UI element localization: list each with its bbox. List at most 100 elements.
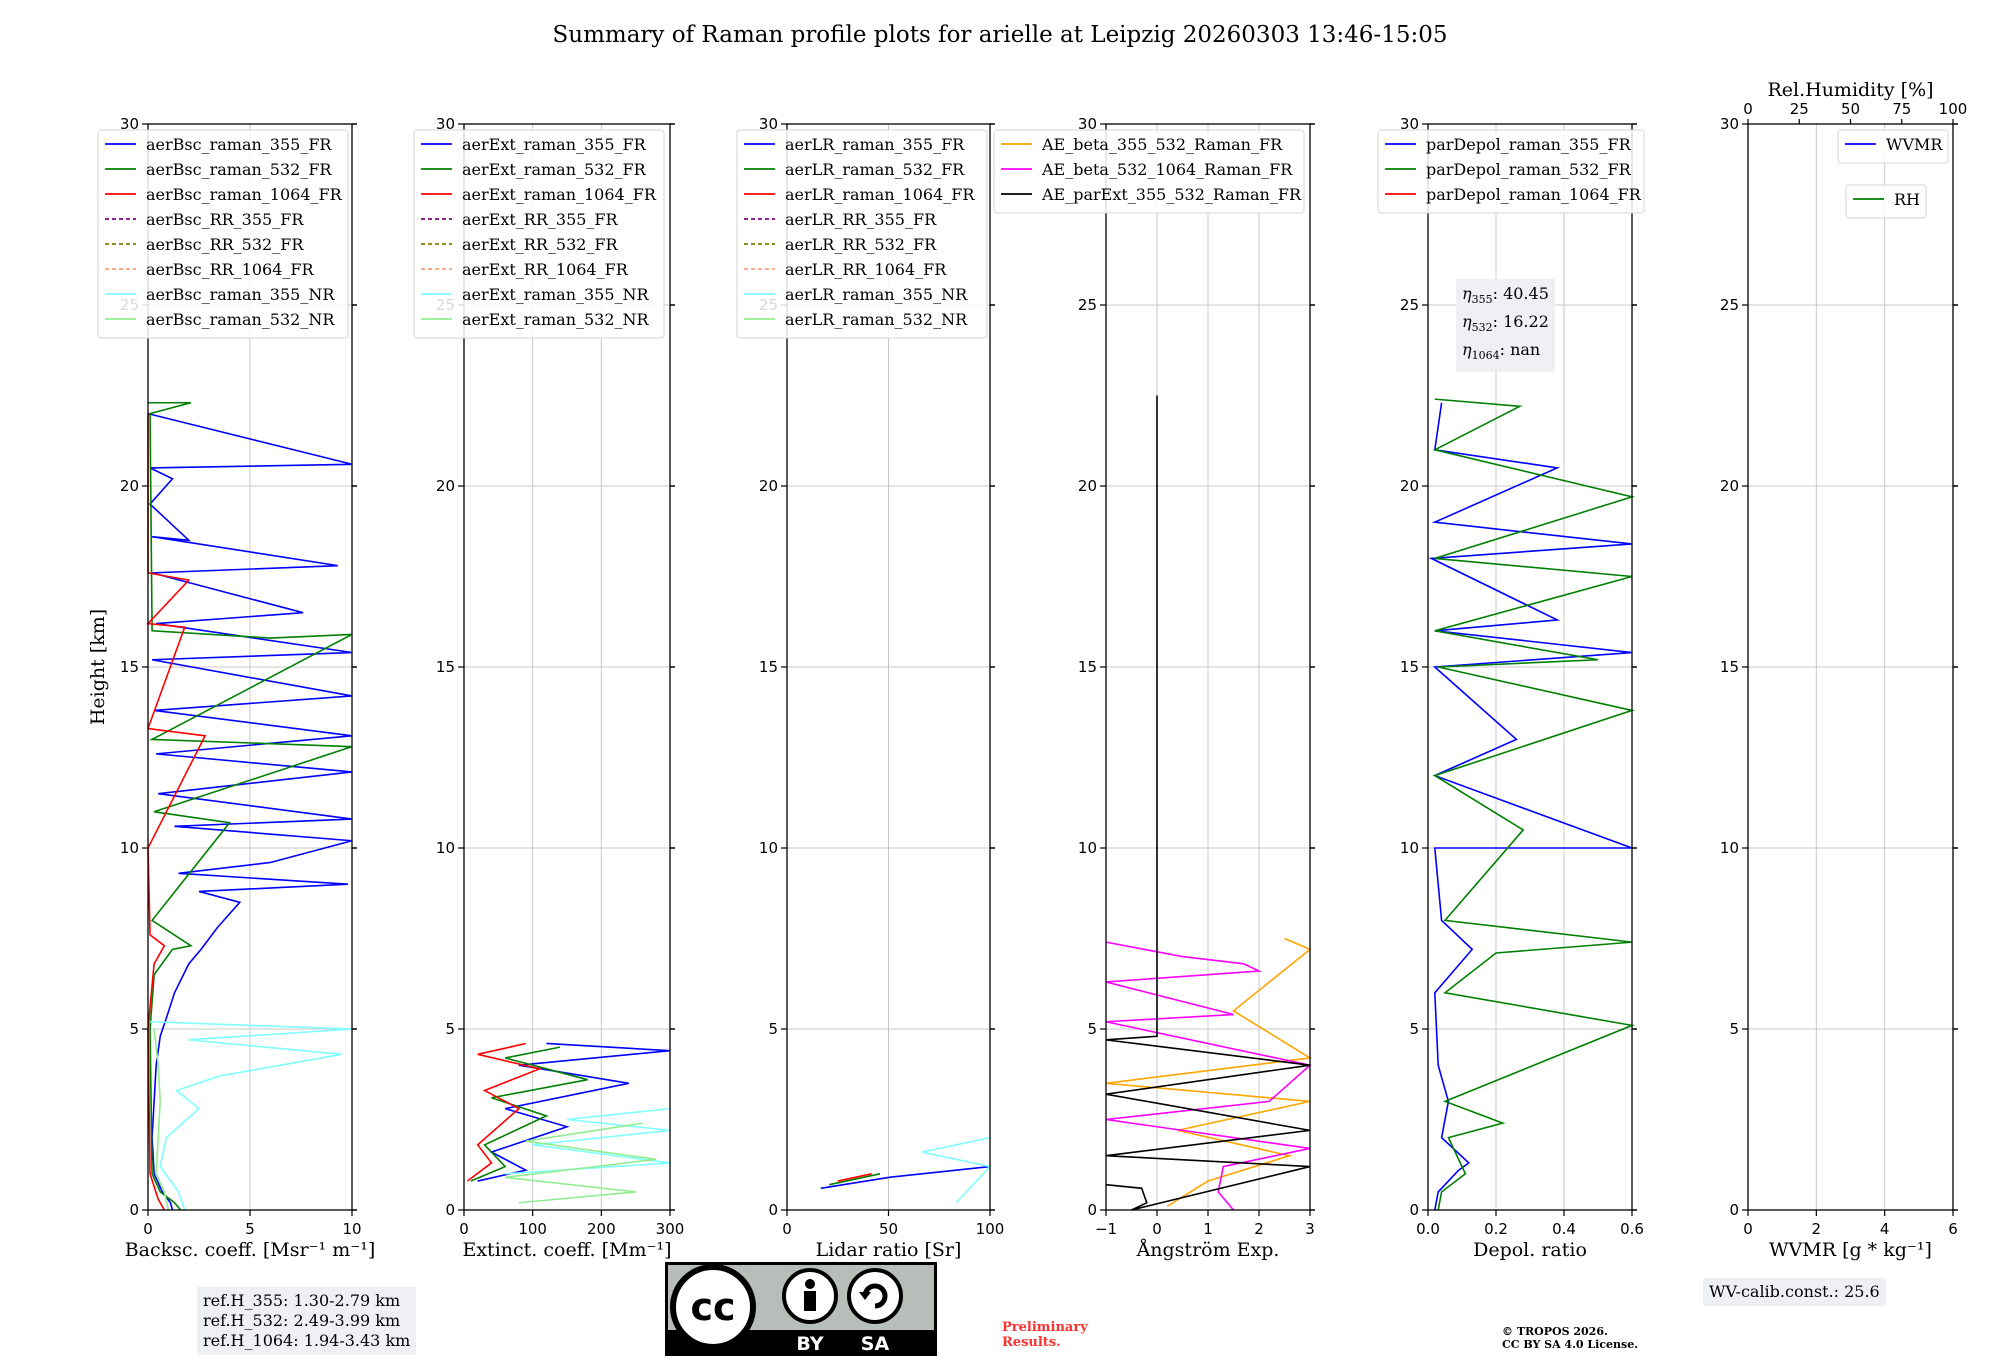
x-tick-label: 10 <box>342 1220 361 1238</box>
panel-angstrom: −10123051015202530Ångström Exp.AE_beta_3… <box>994 115 1315 1261</box>
y-tick-label: 15 <box>759 658 778 676</box>
legend-wvmr: WVMR <box>1838 130 1948 163</box>
y-tick-label: 20 <box>436 477 455 495</box>
x-tick-label: −1 <box>1095 1220 1117 1238</box>
y-tick-label: 0 <box>445 1201 455 1219</box>
legend-label: AE_beta_355_532_Raman_FR <box>1041 135 1283 154</box>
y-tick-label: 15 <box>120 658 139 676</box>
legend-label: aerExt_RR_1064_FR <box>462 260 629 279</box>
ref-height-1064: ref.H_1064: 1.94-3.43 km <box>203 1331 410 1351</box>
wv-calib-box: WV-calib.const.: 25.6 <box>1703 1278 1886 1306</box>
y-tick-label: 15 <box>436 658 455 676</box>
y-tick-label: 15 <box>1078 658 1097 676</box>
y-tick-label: 20 <box>759 477 778 495</box>
y-axis-label: Height [km] <box>87 609 109 725</box>
series-aerBsc_raman_355_NR <box>150 1022 352 1210</box>
legend-label: RH <box>1894 190 1920 209</box>
x-axis-label: Extinct. coeff. [Mm⁻¹] <box>462 1239 671 1261</box>
legend-backscatter: aerBsc_raman_355_FRaerBsc_raman_532_FRae… <box>98 130 348 338</box>
legend-angstrom: AE_beta_355_532_Raman_FRAE_beta_532_1064… <box>994 130 1304 213</box>
ref-height-355: ref.H_355: 1.30-2.79 km <box>203 1291 410 1311</box>
x-tick-label: 0.0 <box>1416 1220 1440 1238</box>
legend-label: aerLR_raman_355_NR <box>785 285 968 304</box>
ref-height-532: ref.H_532: 2.49-3.99 km <box>203 1311 410 1331</box>
eta-355: η355: 40.45 <box>1462 283 1549 311</box>
eta-1064: η1064: nan <box>1462 339 1549 367</box>
y-tick-label: 0 <box>1729 1201 1739 1219</box>
x-tick-label: 6 <box>1948 1220 1958 1238</box>
series-aerExt_raman_532_NR <box>505 1123 656 1203</box>
y-tick-label: 5 <box>768 1020 778 1038</box>
legend-extinction: aerExt_raman_355_FRaerExt_raman_532_FRae… <box>414 130 664 338</box>
legend-label: aerBsc_raman_532_FR <box>146 160 332 179</box>
legend-label: aerExt_raman_532_NR <box>462 310 650 329</box>
x-axis-label: Lidar ratio [Sr] <box>816 1239 962 1261</box>
series-aerLR_raman_355_FR <box>821 1167 990 1189</box>
x-axis-label: Ångström Exp. <box>1136 1239 1280 1261</box>
x-tick-label: 0 <box>1743 1220 1753 1238</box>
legend-lidar_ratio: aerLR_raman_355_FRaerLR_raman_532_FRaerL… <box>737 130 987 338</box>
y-tick-label: 30 <box>1720 115 1739 133</box>
figure-title: Summary of Raman profile plots for ariel… <box>553 22 1448 48</box>
sa-share-icon <box>849 1270 901 1322</box>
legend-depol: parDepol_raman_355_FRparDepol_raman_532_… <box>1378 130 1644 213</box>
x-axis-label: Depol. ratio <box>1473 1239 1587 1261</box>
x-tick-label: 4 <box>1880 1220 1890 1238</box>
legend-label: parDepol_raman_355_FR <box>1426 135 1632 154</box>
legend-label: aerLR_RR_355_FR <box>785 210 937 229</box>
y-tick-label: 5 <box>129 1020 139 1038</box>
y-tick-label: 10 <box>1078 839 1097 857</box>
wv-calib-const: WV-calib.const.: 25.6 <box>1709 1282 1880 1302</box>
legend-label: aerLR_raman_532_FR <box>785 160 965 179</box>
top-x-tick-label: 0 <box>1743 100 1753 118</box>
y-tick-label: 5 <box>445 1020 455 1038</box>
preliminary-note: Preliminary Results. <box>1002 1320 1088 1350</box>
y-tick-label: 10 <box>759 839 778 857</box>
x-tick-label: 0.2 <box>1484 1220 1508 1238</box>
legend-label: aerBsc_raman_1064_FR <box>146 185 343 204</box>
legend-label: aerBsc_raman_355_NR <box>146 285 335 304</box>
legend-label: aerLR_RR_532_FR <box>785 235 937 254</box>
legend-label: aerExt_RR_355_FR <box>462 210 619 229</box>
top-x-tick-label: 100 <box>1939 100 1968 118</box>
top-x-axis-label: Rel.Humidity [%] <box>1767 79 1933 101</box>
legend-label: aerLR_raman_1064_FR <box>785 185 975 204</box>
x-tick-label: 300 <box>656 1220 685 1238</box>
top-x-tick-label: 50 <box>1841 100 1860 118</box>
legend-label: aerExt_raman_355_NR <box>462 285 650 304</box>
figure: Summary of Raman profile plots for ariel… <box>0 0 2000 1360</box>
y-tick-label: 25 <box>1720 296 1739 314</box>
legend-label: AE_parExt_355_532_Raman_FR <box>1041 185 1302 204</box>
x-tick-label: 5 <box>245 1220 255 1238</box>
x-tick-label: 0.6 <box>1620 1220 1644 1238</box>
copyright-note: © TROPOS 2026. CC BY SA 4.0 License. <box>1502 1325 1638 1351</box>
y-tick-label: 10 <box>120 839 139 857</box>
x-tick-label: 100 <box>518 1220 547 1238</box>
panel-lidar_ratio: 050100051015202530Lidar ratio [Sr]aerLR_… <box>737 115 1004 1261</box>
x-tick-label: 2 <box>1812 1220 1822 1238</box>
eta-box: η355: 40.45 η532: 16.22 η1064: nan <box>1456 279 1555 372</box>
y-tick-label: 5 <box>1409 1020 1419 1038</box>
x-tick-label: 2 <box>1254 1220 1264 1238</box>
y-tick-label: 0 <box>768 1201 778 1219</box>
legend-label: aerExt_RR_532_FR <box>462 235 619 254</box>
x-tick-label: 0 <box>143 1220 153 1238</box>
x-tick-label: 200 <box>587 1220 616 1238</box>
eta-532: η532: 16.22 <box>1462 311 1549 339</box>
ref-height-box: ref.H_355: 1.30-2.79 km ref.H_532: 2.49-… <box>197 1287 416 1355</box>
series-parDepol_raman_532_FR <box>1435 399 1632 1210</box>
legend-label: aerExt_raman_1064_FR <box>462 185 657 204</box>
legend-label: aerExt_raman_532_FR <box>462 160 647 179</box>
panel-backscatter: 0510051015202530Backsc. coeff. [Msr⁻¹ m⁻… <box>87 115 375 1261</box>
y-tick-label: 5 <box>1729 1020 1739 1038</box>
y-tick-label: 0 <box>129 1201 139 1219</box>
y-tick-label: 20 <box>1078 477 1097 495</box>
legend-rh: RH <box>1846 185 1926 218</box>
y-tick-label: 15 <box>1720 658 1739 676</box>
series-parDepol_raman_355_FR <box>1431 403 1632 1210</box>
y-tick-label: 10 <box>436 839 455 857</box>
top-x-tick-label: 75 <box>1892 100 1911 118</box>
y-tick-label: 0 <box>1087 1201 1097 1219</box>
legend-label: parDepol_raman_1064_FR <box>1426 185 1642 204</box>
top-x-tick-label: 25 <box>1790 100 1809 118</box>
